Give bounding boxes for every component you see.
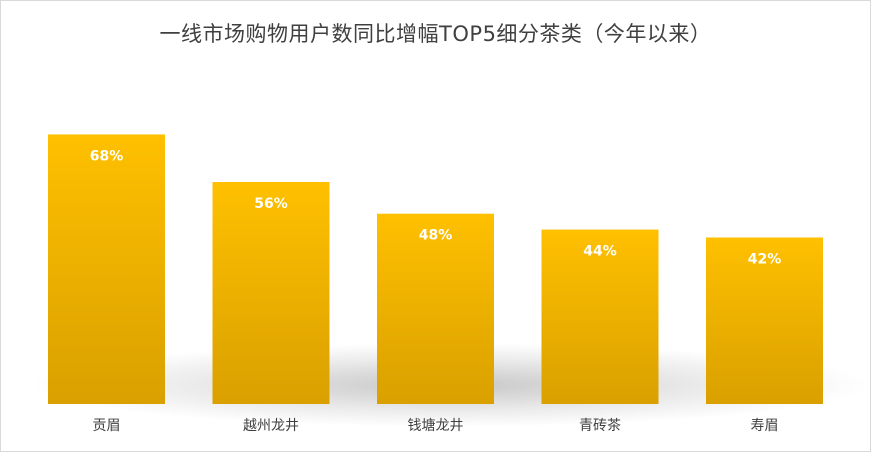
bar-贡眉	[48, 134, 165, 404]
chart-title: 一线市场购物用户数同比增幅TOP5细分茶类（今年以来）	[159, 22, 712, 46]
bar-寿眉	[706, 237, 823, 404]
bar-钱塘龙井	[377, 213, 494, 404]
data-label: 56%	[254, 196, 288, 212]
bars-group: 68% 贡眉 56% 越州龙井 48% 钱塘龙井 44% 青砖茶 42% 寿眉	[48, 134, 823, 434]
data-label: 48%	[419, 228, 453, 244]
category-label: 钱塘龙井	[408, 418, 464, 434]
data-label: 68%	[90, 148, 124, 164]
bar-青砖茶	[541, 229, 659, 404]
category-label: 越州龙井	[243, 418, 299, 434]
bar-越州龙井	[212, 182, 330, 404]
category-label: 贡眉	[93, 418, 121, 434]
category-label: 青砖茶	[579, 418, 621, 434]
data-label: 44%	[583, 244, 617, 260]
data-label: 42%	[748, 252, 782, 268]
category-label: 寿眉	[751, 417, 779, 434]
